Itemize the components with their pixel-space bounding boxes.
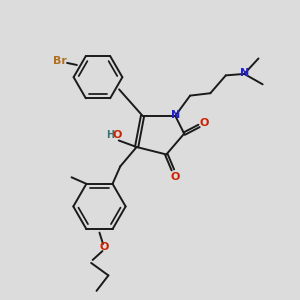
Text: O: O: [112, 130, 122, 140]
Text: Br: Br: [53, 56, 67, 65]
Text: O: O: [171, 172, 180, 182]
Text: N: N: [171, 110, 181, 120]
Text: H: H: [106, 130, 114, 140]
Text: O: O: [200, 118, 209, 128]
Text: O: O: [99, 242, 109, 253]
Text: N: N: [240, 68, 249, 78]
